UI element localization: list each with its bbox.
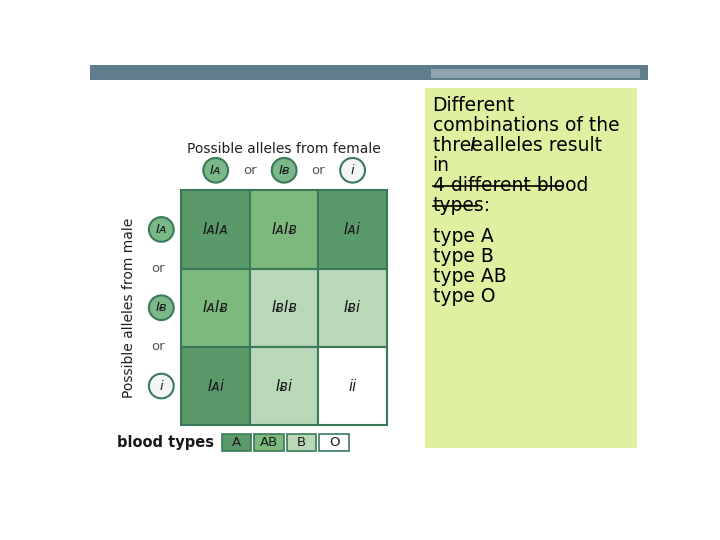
Circle shape (149, 295, 174, 320)
Text: Iᴀi: Iᴀi (207, 379, 224, 394)
Text: three: three (433, 136, 488, 154)
Circle shape (149, 374, 174, 399)
Text: I: I (469, 136, 475, 154)
Text: O: O (329, 436, 339, 449)
Bar (287, 434, 316, 450)
Text: IᴀIᴀ: IᴀIᴀ (202, 222, 229, 237)
Text: IᴃIᴃ: IᴃIᴃ (271, 300, 297, 315)
Text: or: or (312, 164, 325, 177)
Text: Iᴃi: Iᴃi (276, 379, 293, 394)
Text: Iᴀi: Iᴀi (344, 222, 361, 237)
Bar (181, 268, 250, 347)
Bar (254, 434, 284, 450)
Text: i: i (351, 164, 354, 177)
Text: 4 different blood: 4 different blood (433, 176, 588, 195)
Text: B: B (297, 436, 306, 449)
Text: blood types: blood types (117, 435, 214, 450)
Circle shape (271, 158, 297, 183)
Text: type O: type O (433, 287, 495, 306)
Text: or: or (151, 340, 165, 353)
Bar (318, 190, 387, 268)
Text: Iᴃ: Iᴃ (279, 164, 290, 177)
Text: Iᴀ: Iᴀ (210, 164, 222, 177)
Text: type B: type B (433, 247, 493, 266)
Text: type A: type A (433, 226, 493, 246)
Bar (318, 347, 387, 425)
Circle shape (340, 158, 365, 183)
Text: Iᴃ: Iᴃ (156, 301, 167, 314)
Text: ii: ii (348, 379, 356, 394)
Bar (90, 65, 648, 80)
Text: or: or (243, 164, 257, 177)
Text: in: in (433, 156, 449, 174)
Circle shape (149, 217, 174, 242)
Bar (250, 347, 318, 425)
Text: Possible alleles from male: Possible alleles from male (122, 218, 136, 398)
Text: Different: Different (433, 96, 515, 114)
Text: type AB: type AB (433, 267, 506, 286)
Text: A: A (232, 436, 241, 449)
Text: Possible alleles from female: Possible alleles from female (187, 141, 381, 156)
Bar (222, 434, 251, 450)
Bar (320, 434, 349, 450)
Text: i: i (160, 380, 163, 393)
Text: types:: types: (433, 195, 490, 215)
Bar (425, 88, 637, 448)
Text: IᴀIᴃ: IᴀIᴃ (271, 222, 297, 237)
Text: or: or (151, 262, 165, 275)
Text: IᴀIᴃ: IᴀIᴃ (202, 300, 229, 315)
Bar (181, 347, 250, 425)
Text: combinations of the: combinations of the (433, 116, 619, 134)
Bar (250, 190, 318, 268)
Bar (250, 268, 318, 347)
Text: Iᴀ: Iᴀ (156, 223, 167, 236)
Text: alleles result: alleles result (477, 136, 602, 154)
Circle shape (203, 158, 228, 183)
Bar (431, 69, 640, 78)
Text: AB: AB (260, 436, 278, 449)
Bar (318, 268, 387, 347)
Text: Iᴃi: Iᴃi (344, 300, 361, 315)
Bar (181, 190, 250, 268)
